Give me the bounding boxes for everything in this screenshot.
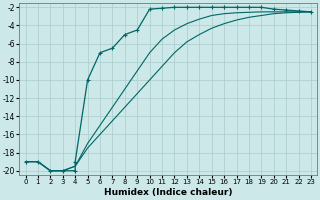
X-axis label: Humidex (Indice chaleur): Humidex (Indice chaleur) [104,188,233,197]
